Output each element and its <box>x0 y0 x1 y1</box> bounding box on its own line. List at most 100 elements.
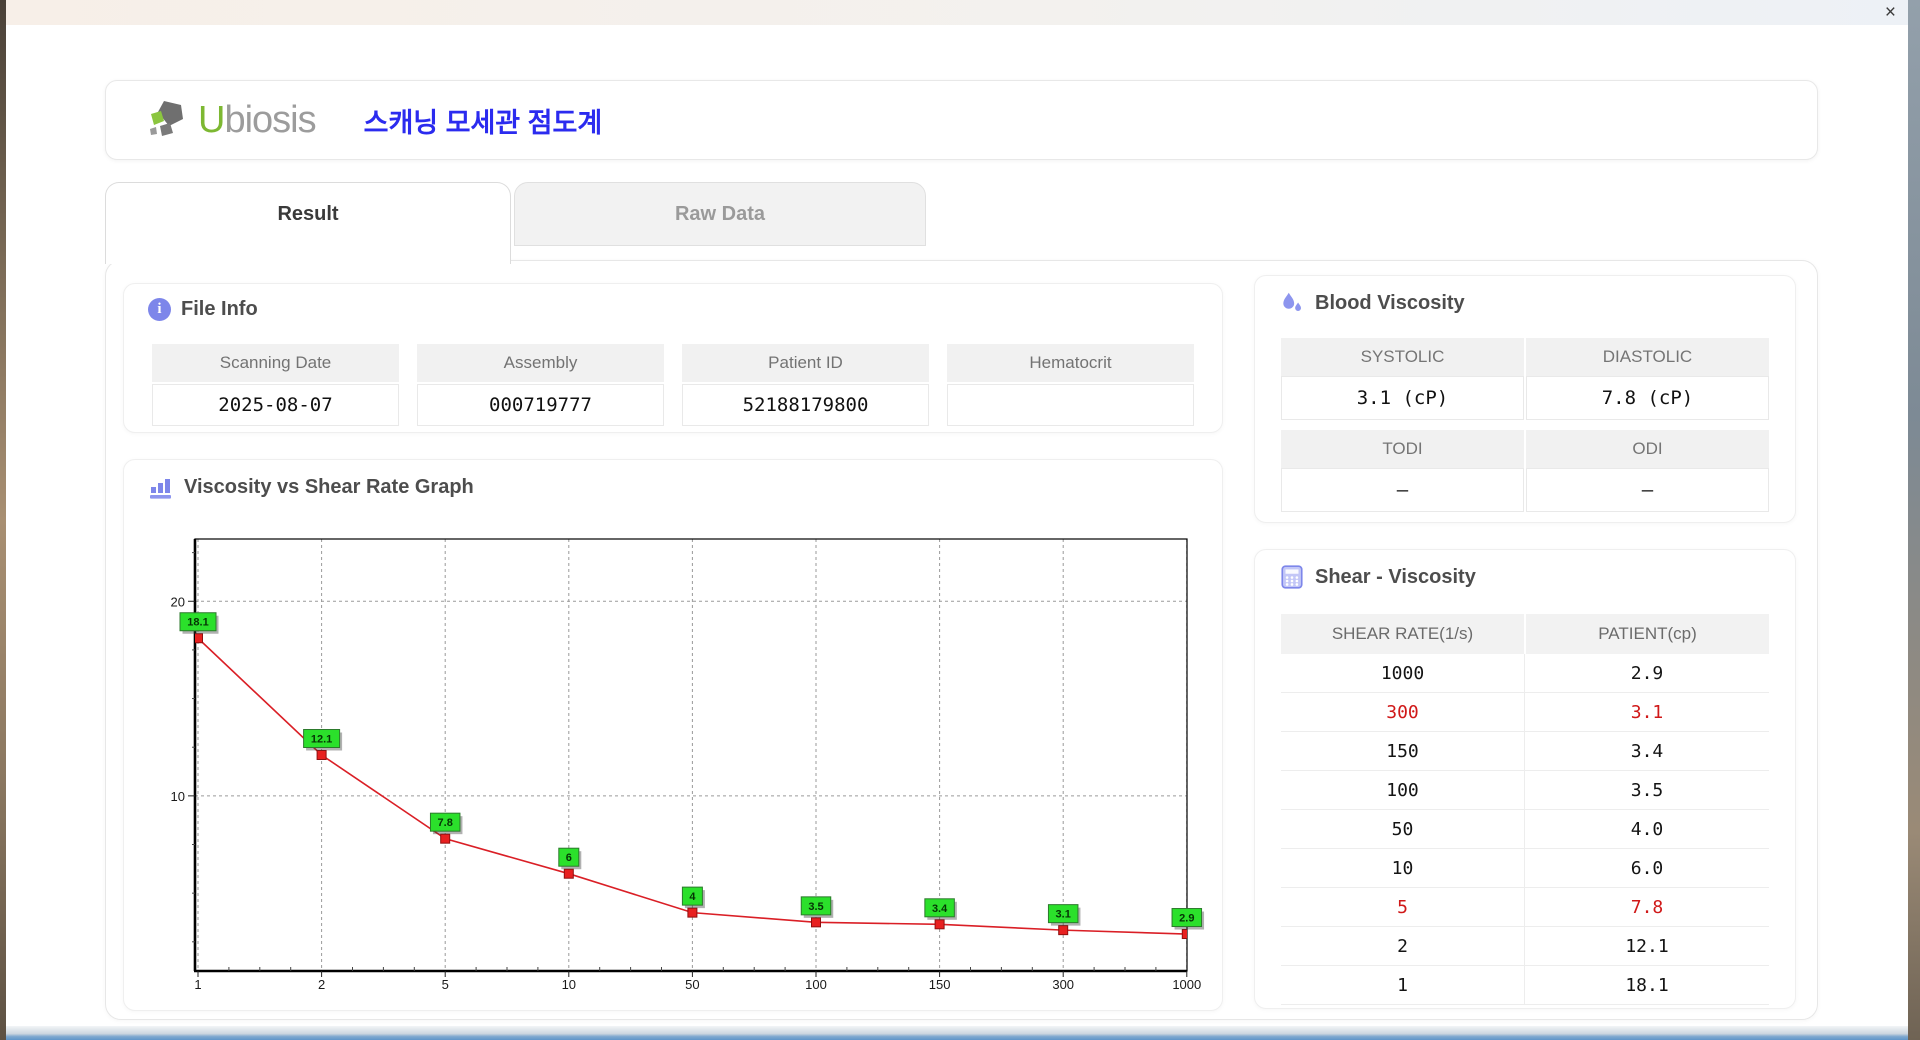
svg-text:18.1: 18.1 <box>187 617 208 629</box>
window-bottom-edge <box>6 1026 1908 1040</box>
file-info-section: i File Info Scanning Date 2025-08-07 Assem… <box>123 283 1223 433</box>
blood-viscosity-header: Blood Viscosity <box>1255 276 1795 316</box>
field-label: Assembly <box>417 344 664 382</box>
column-header: PATIENT(cp) <box>1526 614 1769 654</box>
value-cell: 7.8 (cP) <box>1526 376 1769 420</box>
patient-viscosity-cell: 3.5 <box>1630 779 1664 801</box>
value-cell: – <box>1526 468 1769 512</box>
file-info-header: i File Info <box>124 284 1222 321</box>
shear-rate-cell: 150 <box>1281 732 1525 770</box>
svg-text:6: 6 <box>566 852 572 864</box>
file-info-field: Patient ID 52188179800 <box>682 344 929 426</box>
shear-rate-cell: 10 <box>1281 849 1525 887</box>
tab-raw-data[interactable]: Raw Data <box>514 182 926 246</box>
shear-rate-cell: 300 <box>1281 693 1525 731</box>
column-header: DIASTOLIC <box>1526 338 1769 376</box>
field-value: 2025-08-07 <box>152 384 399 426</box>
shear-viscosity-section: Shear - Viscosity SHEAR RATE(1/s) PATIENT… <box>1254 549 1796 1009</box>
logo-text-accent: U <box>198 98 225 141</box>
shear-rate-cell: 5 <box>1281 888 1525 926</box>
blood-viscosity-value-row: – – <box>1281 468 1769 512</box>
svg-text:1000: 1000 <box>1172 977 1201 992</box>
svg-text:3.1: 3.1 <box>1056 909 1071 921</box>
calculator-icon <box>1281 565 1303 589</box>
file-info-field: Hematocrit <box>947 344 1194 426</box>
blood-viscosity-header-row: SYSTOLIC DIASTOLIC <box>1281 338 1769 376</box>
svg-text:5: 5 <box>442 977 449 992</box>
file-info-fields: Scanning Date 2025-08-07 Assembly 000719777… <box>152 344 1194 426</box>
svg-text:150: 150 <box>929 977 951 992</box>
svg-text:20: 20 <box>171 594 185 609</box>
file-info-field: Scanning Date 2025-08-07 <box>152 344 399 426</box>
svg-text:2.9: 2.9 <box>1179 913 1194 925</box>
close-icon[interactable]: × <box>1884 2 1896 23</box>
info-icon: i <box>148 298 171 321</box>
viscosity-shear-chart: 10 20 1 2 5 10 50 100 150 300 1000 18.1 12.1 7.8 6 4 3.5… <box>171 538 1205 992</box>
value-cell: 3.1 (cP) <box>1281 376 1524 420</box>
value-cell: – <box>1281 468 1524 512</box>
tab-result[interactable]: Result <box>105 182 511 264</box>
section-title: Blood Viscosity <box>1315 291 1465 314</box>
field-label: Hematocrit <box>947 344 1194 382</box>
svg-text:50: 50 <box>685 977 699 992</box>
desktop-wallpaper-left-strip <box>0 0 6 1040</box>
blood-viscosity-table: SYSTOLIC DIASTOLIC 3.1 (cP) 7.8 (cP) TODI ODI… <box>1281 338 1769 512</box>
patient-viscosity-cell: 6.0 <box>1630 857 1664 879</box>
bar-chart-icon <box>150 479 171 499</box>
blood-viscosity-section: Blood Viscosity SYSTOLIC DIASTOLIC 3.1 (cP… <box>1254 275 1796 523</box>
table-row: 1 18.1 <box>1281 966 1769 1005</box>
window-titlebar: × <box>6 0 1908 25</box>
shear-table-header-row: SHEAR RATE(1/s) PATIENT(cp) <box>1281 614 1769 654</box>
ubiosis-logo-icon <box>150 101 183 136</box>
shear-rate-cell: 1000 <box>1281 654 1525 692</box>
svg-text:10: 10 <box>171 789 185 804</box>
svg-text:3.4: 3.4 <box>932 903 948 915</box>
shear-viscosity-table: SHEAR RATE(1/s) PATIENT(cp) 1000 2.9 300 3.1 1… <box>1281 614 1769 1005</box>
table-row: 1000 2.9 <box>1281 654 1769 693</box>
shear-rate-cell: 2 <box>1281 927 1525 965</box>
patient-viscosity-cell: 18.1 <box>1625 974 1669 996</box>
shear-viscosity-header: Shear - Viscosity <box>1255 550 1795 590</box>
svg-text:2: 2 <box>318 977 325 992</box>
droplets-icon <box>1283 292 1301 312</box>
shear-rate-cell: 1 <box>1281 966 1525 1004</box>
table-row: 5 7.8 <box>1281 888 1769 927</box>
svg-text:12.1: 12.1 <box>311 734 332 746</box>
shear-rate-cell: 100 <box>1281 771 1525 809</box>
field-value <box>947 384 1194 426</box>
file-info-field: Assembly 000719777 <box>417 344 664 426</box>
patient-viscosity-cell: 7.8 <box>1630 896 1664 918</box>
shear-rate-cell: 50 <box>1281 810 1525 848</box>
result-panel: i File Info Scanning Date 2025-08-07 Assem… <box>105 260 1818 1020</box>
patient-viscosity-cell: 3.4 <box>1630 740 1664 762</box>
patient-viscosity-cell: 2.9 <box>1630 662 1664 684</box>
svg-text:10: 10 <box>562 977 576 992</box>
table-gap <box>1281 420 1769 430</box>
field-value: 52188179800 <box>682 384 929 426</box>
graph-header: Viscosity vs Shear Rate Graph <box>124 460 1222 500</box>
svg-text:300: 300 <box>1052 977 1074 992</box>
field-label: Patient ID <box>682 344 929 382</box>
graph-section: Viscosity vs Shear Rate Graph 10 20 1 2 5 10 5… <box>123 459 1223 1011</box>
field-label: Scanning Date <box>152 344 399 382</box>
patient-viscosity-cell: 3.1 <box>1630 701 1664 723</box>
field-value: 000719777 <box>417 384 664 426</box>
section-title: Shear - Viscosity <box>1315 565 1476 588</box>
table-row: 300 3.1 <box>1281 693 1769 732</box>
blood-viscosity-value-row: 3.1 (cP) 7.8 (cP) <box>1281 376 1769 420</box>
table-row: 150 3.4 <box>1281 732 1769 771</box>
svg-text:100: 100 <box>805 977 827 992</box>
table-row: 100 3.5 <box>1281 771 1769 810</box>
desktop-wallpaper-right-strip <box>1908 0 1920 1040</box>
column-header: SHEAR RATE(1/s) <box>1281 614 1524 654</box>
table-row: 2 12.1 <box>1281 927 1769 966</box>
app-title: 스캐닝 모세관 점도계 <box>363 107 603 138</box>
section-title: Viscosity vs Shear Rate Graph <box>184 475 474 498</box>
logo-text: biosis <box>224 98 316 141</box>
table-row: 50 4.0 <box>1281 810 1769 849</box>
section-title: File Info <box>181 298 258 320</box>
